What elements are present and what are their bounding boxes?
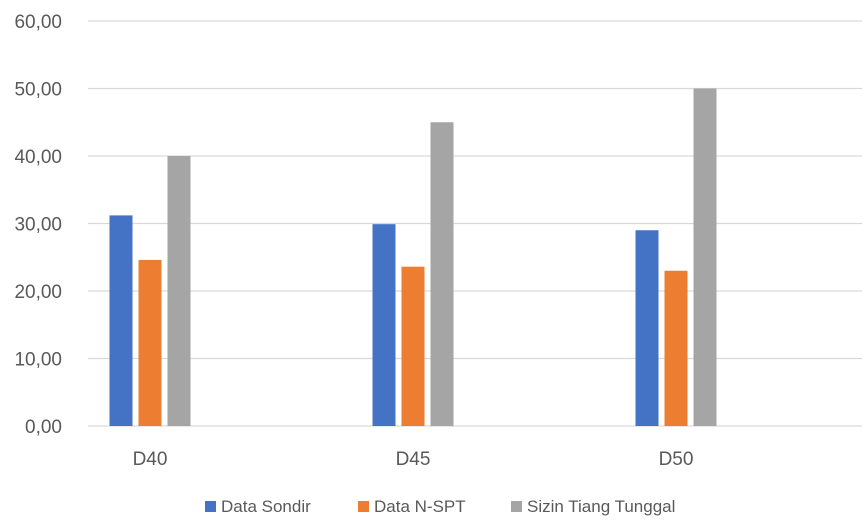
bar-data-sondir-d50 [635,230,659,426]
bar-data-n-spt-d40 [138,259,162,426]
legend-swatch [358,501,369,512]
y-tick-label: 20,00 [14,282,62,303]
bar-data-sondir-d40 [109,215,133,426]
legend: Data Sondir Data N-SPT Sizin Tiang Tunggal [205,497,675,516]
y-tick-label: 40,00 [14,147,62,168]
y-tick-label: 10,00 [14,350,62,371]
y-axis-tick-labels: 0,00 10,00 20,00 30,00 40,00 50,00 60,00 [14,12,62,438]
category-group-d40 [109,156,191,426]
y-tick-label: 60,00 [14,12,62,33]
x-tick-label: D45 [396,449,431,470]
legend-swatch [205,501,216,512]
y-tick-label: 0,00 [25,417,62,438]
legend-item: Data Sondir [205,497,311,516]
bar-sizin-tiang-tunggal-d40 [167,156,191,426]
legend-swatch [511,501,522,512]
gridlines [88,20,862,427]
category-group-d45 [372,122,454,426]
x-tick-label: D40 [133,449,168,470]
y-tick-label: 30,00 [14,215,62,236]
bar-data-n-spt-d45 [401,266,425,426]
category-group-d50 [635,88,717,426]
y-tick-label: 50,00 [14,80,62,101]
x-tick-label: D50 [659,449,694,470]
legend-label: Sizin Tiang Tunggal [527,497,675,516]
x-axis-tick-labels: D40 D45 D50 [133,449,694,470]
bar-data-sondir-d45 [372,224,396,426]
bar-sizin-tiang-tunggal-d50 [693,88,717,426]
legend-item: Data N-SPT [358,497,466,516]
bar-sizin-tiang-tunggal-d45 [430,122,454,426]
legend-label: Data N-SPT [374,497,466,516]
legend-item: Sizin Tiang Tunggal [511,497,675,516]
bar-data-n-spt-d50 [664,270,688,426]
legend-label: Data Sondir [221,497,311,516]
bars [109,88,717,426]
